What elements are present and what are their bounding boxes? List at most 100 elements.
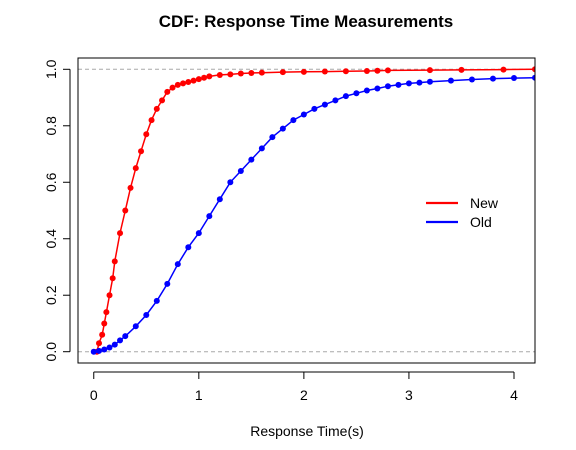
data-point-old [342, 93, 349, 100]
y-axis: 0.0 0.2 0.4 0.6 0.8 1.0 [43, 59, 71, 362]
data-point-old [321, 101, 328, 108]
data-point-old [405, 80, 412, 87]
data-point-old [101, 346, 108, 353]
data-point-old [332, 97, 339, 104]
y-tick-label: 0.0 [43, 342, 59, 362]
data-point-old [111, 341, 118, 348]
data-point-new [127, 184, 134, 191]
data-point-old [300, 111, 307, 118]
data-point-new [342, 68, 349, 75]
data-point-old [416, 79, 423, 86]
data-point-old [237, 167, 244, 174]
data-point-old [195, 230, 202, 237]
legend-label-new: New [470, 195, 499, 211]
x-axis-label: Response Time(s) [250, 423, 364, 439]
data-point-old [363, 87, 370, 94]
data-point-new [148, 117, 155, 124]
data-point-new [201, 74, 208, 81]
data-point-new [159, 97, 166, 104]
data-point-new [185, 79, 192, 86]
data-point-new [153, 105, 160, 112]
data-point-new [532, 66, 535, 73]
data-point-old [248, 156, 255, 163]
data-point-old [279, 125, 286, 132]
series-line-old [93, 77, 535, 353]
x-tick-label: 2 [300, 387, 308, 403]
data-point-old [143, 311, 150, 318]
data-point-new [101, 320, 108, 327]
data-point-new [363, 67, 370, 74]
data-point-old [489, 75, 496, 82]
data-point-new [206, 73, 213, 80]
y-tick-label: 1.0 [43, 59, 59, 79]
series-new [93, 66, 535, 355]
y-tick-label: 0.2 [43, 285, 59, 305]
data-point-new [248, 69, 255, 76]
data-point-old [117, 337, 124, 344]
data-point-old [468, 76, 475, 83]
x-tick-label: 0 [90, 387, 98, 403]
data-point-old [258, 145, 265, 152]
y-tick-label: 0.4 [43, 229, 59, 249]
y-tick-label: 0.8 [43, 116, 59, 136]
data-point-old [395, 81, 402, 88]
data-point-new [169, 84, 176, 91]
data-point-new [103, 309, 110, 316]
data-point-old [426, 78, 433, 85]
data-point-new [109, 275, 116, 282]
y-tick-label: 0.6 [43, 172, 59, 192]
legend: New Old [426, 195, 499, 230]
data-point-new [227, 71, 234, 78]
data-point-new [195, 76, 202, 83]
data-point-new [426, 67, 433, 74]
data-point-old [384, 83, 391, 90]
data-point-new [106, 292, 113, 299]
data-point-new [216, 71, 223, 78]
data-point-new [279, 69, 286, 76]
data-point-new [96, 340, 103, 347]
data-point-new [132, 165, 139, 172]
data-point-old [106, 344, 113, 351]
data-point-new [138, 148, 145, 155]
data-point-new [374, 67, 381, 74]
data-point-old [353, 90, 360, 97]
x-tick-label: 3 [405, 387, 413, 403]
data-point-new [180, 80, 187, 87]
data-point-old [510, 75, 517, 82]
chart-title: CDF: Response Time Measurements [159, 12, 453, 31]
data-point-new [237, 70, 244, 77]
data-point-old [216, 196, 223, 203]
x-tick-label: 4 [510, 387, 518, 403]
data-point-old [290, 117, 297, 124]
data-point-old [164, 280, 171, 287]
data-point-new [384, 67, 391, 74]
data-point-new [122, 207, 129, 214]
data-point-old [311, 105, 318, 112]
data-point-new [321, 68, 328, 75]
plot-frame [77, 57, 536, 364]
data-point-old [153, 297, 160, 304]
data-point-old [132, 323, 139, 330]
data-point-new [117, 230, 124, 237]
data-point-old [185, 244, 192, 251]
data-point-new [500, 66, 507, 73]
data-point-old [532, 74, 535, 81]
data-point-new [99, 331, 106, 338]
data-point-old [174, 261, 181, 268]
legend-label-old: Old [470, 214, 492, 230]
data-point-new [111, 258, 118, 265]
data-point-old [122, 333, 129, 340]
data-point-new [164, 88, 171, 95]
data-point-old [227, 179, 234, 186]
data-point-old [374, 85, 381, 92]
x-tick-label: 1 [195, 387, 203, 403]
data-point-new [190, 77, 197, 84]
data-point-new [300, 68, 307, 75]
series-layer [90, 66, 535, 355]
data-point-old [447, 77, 454, 84]
x-axis: 0 1 2 3 4 [90, 371, 518, 403]
reference-lines [78, 68, 535, 353]
data-point-old [96, 347, 103, 354]
data-point-new [174, 81, 181, 88]
